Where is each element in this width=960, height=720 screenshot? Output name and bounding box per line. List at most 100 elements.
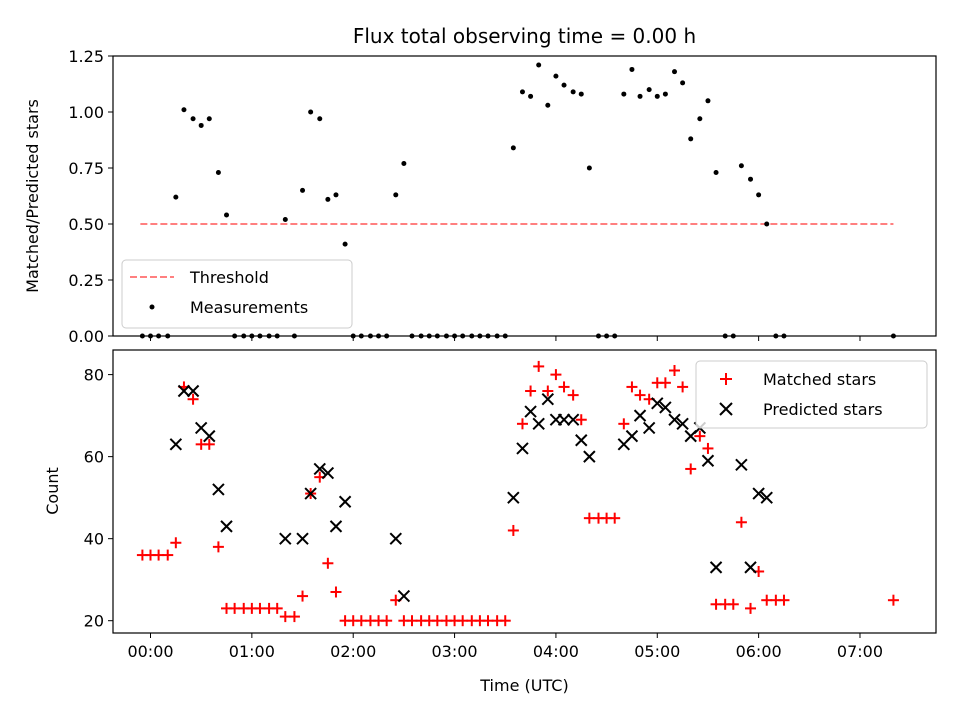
top-plot-frame: [112, 55, 937, 337]
matched-star-point: [558, 381, 570, 393]
matched-star-point: [575, 414, 587, 426]
top-legend-box: [121, 259, 353, 329]
measurement-point: [393, 192, 399, 198]
predicted-star-point: [625, 429, 639, 443]
predicted-star-point: [633, 409, 647, 422]
matched-star-point: [525, 385, 537, 397]
measurement-point: [672, 69, 678, 75]
predicted-star-mark-b: [338, 495, 352, 508]
predicted-star-mark-b: [668, 413, 681, 426]
predicted-star-point: [338, 495, 352, 508]
predicted-star-point: [389, 532, 402, 545]
measurement-point: [325, 196, 331, 202]
bottom-y-tick-label: 80: [84, 366, 104, 385]
predicted-star-mark-b: [735, 458, 748, 472]
measurement-point: [756, 192, 762, 198]
predicted-star-point: [169, 438, 183, 451]
x-tick-label: 04:00: [533, 642, 579, 661]
matched-star-point: [778, 594, 790, 606]
predicted-star-mark-b: [321, 466, 335, 480]
measurement-point: [510, 145, 516, 151]
top-legend: Threshold Measurements: [121, 259, 353, 329]
measurement-point: [519, 89, 525, 95]
x-axis-label: Time (UTC): [479, 676, 568, 695]
predicted-star-mark-b: [625, 429, 639, 443]
predicted-star-point: [760, 491, 773, 504]
predicted-star-mark-b: [541, 393, 555, 406]
top-y-tick-label: 1.00: [68, 103, 104, 122]
measurements-legend-marker: [149, 304, 155, 310]
matched-star-point: [542, 385, 554, 397]
predicted-star-mark-b: [566, 413, 580, 426]
predicted-star-mark-b: [186, 384, 200, 398]
matched-star-point: [669, 365, 681, 377]
predicted-star-point: [659, 401, 672, 414]
matched-star-point: [567, 389, 579, 401]
bottom-axes: 20 40 60 80 00:00 01:00 02:00 03:00 04:00 05:00 06…: [84, 366, 883, 661]
measurement-point: [578, 91, 584, 97]
matched-star-point: [187, 393, 199, 405]
predicted-star-point: [203, 429, 216, 443]
threshold-legend-label: Threshold: [189, 268, 269, 287]
measurement-point: [215, 169, 221, 175]
x-tick-label: 06:00: [736, 642, 782, 661]
bottom-plot-frame: [112, 349, 937, 634]
predicted-star-mark-b: [507, 491, 520, 504]
top-y-tick-label: 1.25: [68, 47, 104, 66]
top-y-tick-label: 0.50: [68, 215, 104, 234]
measurement-point: [224, 212, 230, 218]
predicted-star-mark-b: [633, 409, 647, 422]
measurements-legend-label: Measurements: [190, 298, 308, 317]
predicted-star-mark-b: [701, 454, 715, 467]
matched-star-point: [677, 381, 689, 393]
predicted-star-mark-b: [177, 384, 191, 398]
predicted-star-point: [709, 561, 723, 574]
predicted-star-point: [524, 405, 537, 418]
measurement-point: [198, 122, 204, 128]
matched-star-point: [685, 463, 697, 475]
matched-star-point: [162, 549, 174, 561]
bottom-y-tick-label: 40: [84, 530, 104, 549]
predicted-star-mark-b: [752, 487, 765, 500]
measurement-point: [748, 176, 754, 182]
measurement-point: [173, 194, 179, 200]
measurement-point: [181, 107, 187, 113]
bottom-legend-box: [695, 360, 928, 429]
bottom-plot-marks: [136, 360, 899, 627]
predicted-star-point: [321, 466, 335, 480]
predicted-star-mark-b: [304, 487, 317, 500]
matched-star-point: [322, 557, 334, 569]
predicted-legend-label: Predicted stars: [763, 400, 883, 419]
matched-star-point: [271, 602, 283, 614]
predicted-star-point: [397, 589, 411, 603]
predicted-star-mark-b: [279, 532, 292, 545]
matched-star-point: [212, 541, 224, 553]
measurement-point: [308, 109, 314, 115]
measurement-point: [553, 73, 559, 79]
measurement-point: [561, 82, 567, 88]
predicted-star-point: [516, 442, 529, 455]
predicted-star-point: [744, 561, 757, 574]
matched-star-point: [507, 524, 519, 536]
measurement-point: [317, 116, 323, 122]
predicted-star-mark-b: [557, 413, 571, 426]
matched-star-point: [727, 598, 739, 610]
matched-star-point: [381, 615, 393, 627]
predicted-star-point: [557, 413, 571, 426]
measurement-point: [190, 116, 196, 122]
predicted-star-point: [651, 397, 664, 410]
predicted-star-mark-b: [220, 520, 233, 533]
predicted-star-point: [304, 487, 317, 500]
predicted-star-mark-b: [744, 561, 757, 574]
predicted-star-point: [735, 458, 748, 472]
measurement-point: [713, 169, 719, 175]
measurement-point: [646, 87, 652, 93]
predicted-star-mark-b: [296, 532, 309, 545]
predicted-star-point: [541, 393, 555, 406]
predicted-legend-marker: [719, 402, 733, 416]
matched-star-point: [659, 377, 671, 389]
matched-star-point: [170, 537, 182, 549]
matched-star-point: [609, 512, 621, 524]
predicted-star-mark-b: [659, 401, 672, 414]
predicted-star-mark-b: [212, 483, 225, 496]
